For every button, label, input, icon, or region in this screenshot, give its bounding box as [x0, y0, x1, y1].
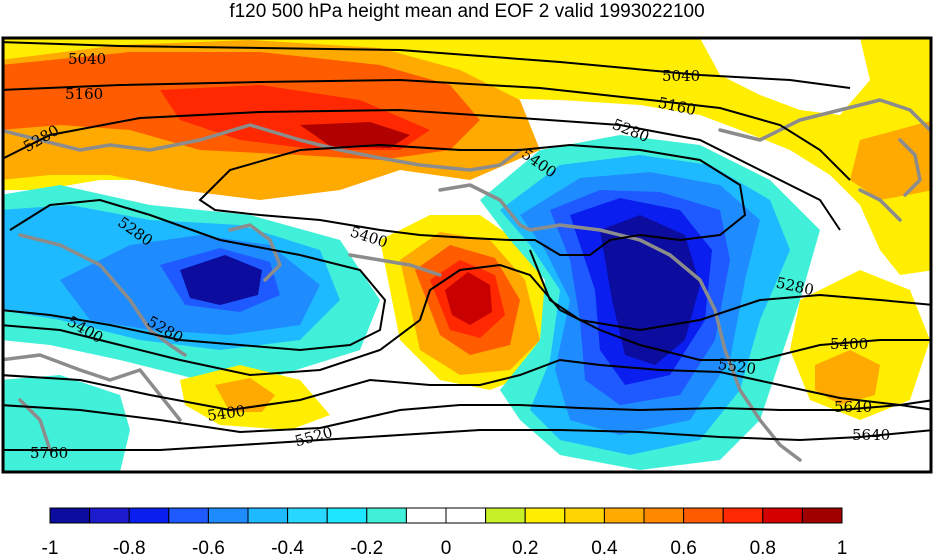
coastline-china: [3, 353, 182, 422]
eof-shade-orange-sw: [215, 378, 275, 412]
coastline-kamchatka: [228, 223, 282, 282]
contour-label: 5520: [717, 355, 757, 378]
colorbar-swatch: [207, 507, 249, 524]
colorbar-tick-label: 1: [837, 538, 848, 558]
coastline-hudson: [858, 188, 902, 222]
colorbar-tick-label: -0.4: [271, 538, 304, 558]
colorbar-tick-label: -0.8: [113, 538, 146, 558]
colorbar-labels: -1 -0.8 -0.6 -0.4 -0.2 0 0.2 0.4 0.6 0.8 1: [42, 538, 848, 558]
colorbar-tick-label: 0.4: [591, 538, 618, 558]
colorbar-swatch: [722, 507, 764, 524]
colorbar-swatch: [801, 507, 843, 524]
coastlines: [3, 98, 931, 462]
contour-5640: [3, 399, 931, 434]
colorbar-swatch: [405, 507, 447, 524]
contour-5520: [3, 358, 931, 412]
contour-label: 5400: [830, 335, 868, 353]
contour-5280: [3, 108, 841, 231]
contour-5280-east: [529, 249, 931, 332]
eof-shade-orange-se: [815, 350, 880, 405]
coastline-aleutians: [348, 253, 442, 277]
contour-label: 5040: [68, 50, 106, 68]
contour-5760: [3, 429, 931, 451]
colorbar-tick-label: -1: [42, 538, 59, 558]
colorbar-swatch: [564, 507, 605, 524]
colorbar-swatch: [247, 507, 289, 524]
contour-5400-ring: [198, 143, 747, 256]
colorbar-swatch: [485, 507, 526, 524]
colorbar-tick-label: 0.8: [750, 538, 776, 558]
colorbar-tick-label: -0.2: [350, 538, 383, 558]
eof-shade-cyan-south: [3, 375, 130, 472]
contour-label: 5640: [834, 398, 872, 416]
coastline-greenland: [898, 138, 922, 197]
colorbar-swatch: [326, 507, 368, 524]
contour-5160: [3, 78, 851, 181]
colorbar-swatch: [168, 507, 209, 524]
eof-shade-white-ne: [700, 38, 870, 115]
colorbar-swatch: [603, 507, 645, 524]
coastline-asia-east: [18, 233, 187, 357]
contour-label: 5760: [30, 444, 68, 462]
contour-label: 5400: [206, 402, 246, 425]
plot-title: f120 500 hPa height mean and EOF 2 valid…: [229, 1, 705, 22]
contour-5280-west: [3, 198, 387, 352]
contour-5040: [3, 41, 851, 89]
colorbar-swatch: [643, 507, 685, 524]
colorbar-swatch: [445, 507, 487, 524]
colorbar: [49, 507, 843, 524]
eof-shade-darkblue-west: [180, 255, 262, 305]
contour-5400-south: [3, 263, 931, 377]
colorbar-swatch: [366, 507, 407, 524]
colorbar-tick-label: 0.6: [670, 538, 696, 558]
colorbar-tick-label: -0.6: [192, 538, 225, 558]
colorbar-tick-label: 0.2: [512, 538, 538, 558]
eof-shade-orange-ne: [850, 120, 931, 200]
coastline-alaska: [438, 183, 802, 462]
colorbar-swatch: [287, 507, 328, 524]
colorbar-swatch: [683, 507, 724, 524]
colorbar-swatch: [89, 507, 130, 524]
eof-field: 5040 5160 5280 5040 5160 5280 5400 5280 …: [3, 38, 931, 472]
height-contours: [3, 41, 931, 451]
contour-label: 5160: [65, 85, 103, 103]
contour-label: 5040: [662, 67, 700, 85]
colorbar-swatch: [49, 507, 91, 524]
coastline-canada: [718, 98, 931, 142]
eof-shade-darkred-north: [300, 122, 410, 148]
colorbar-swatch: [524, 507, 566, 524]
contour-label: 5640: [852, 426, 890, 444]
coastline-asia-north: [3, 123, 522, 172]
colorbar-swatch: [128, 507, 170, 524]
map-frame: [1, 36, 933, 474]
colorbar-swatch: [762, 507, 803, 524]
colorbar-tick-label: 0: [441, 538, 452, 558]
eof-shade-darkred-center: [445, 272, 492, 325]
